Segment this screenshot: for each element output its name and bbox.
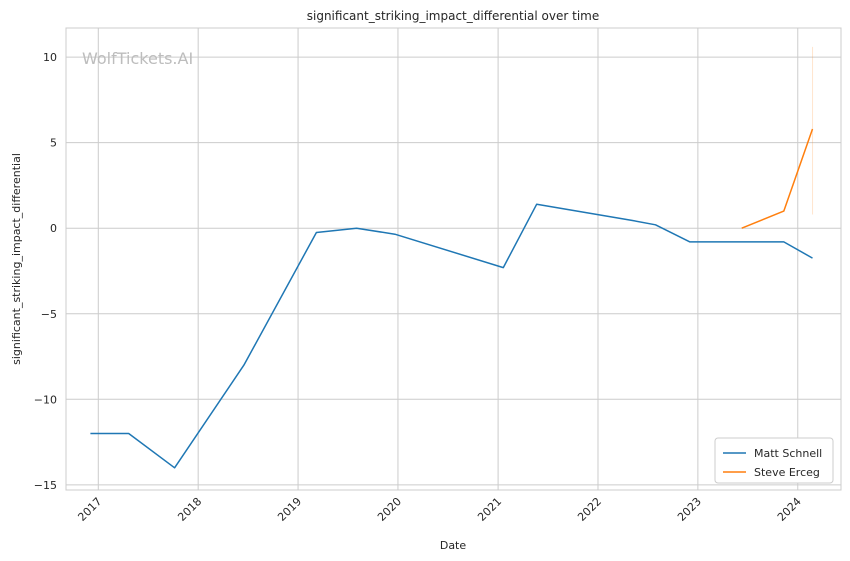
x-tick-label-2018: 2018 (175, 495, 204, 524)
series-lines (90, 128, 814, 469)
x-axis-title: Date (440, 539, 467, 552)
x-tick-label-2020: 2020 (375, 495, 404, 524)
plot-area (65, 27, 842, 491)
x-tick-labels: 2017 2018 2019 2020 2021 2022 2023 2024 (75, 495, 803, 524)
y-tick-label: 10 (43, 51, 57, 64)
x-tick-label-2019: 2019 (275, 495, 304, 524)
x-tick-label-2017: 2017 (75, 495, 104, 524)
x-tick-label-2022: 2022 (575, 495, 604, 524)
x-tick-label-2024: 2024 (775, 495, 804, 524)
x-tick-label-2023: 2023 (675, 495, 704, 524)
y-axis-title: significant_striking_impact_differential (10, 153, 23, 365)
x-gridlines (97, 28, 799, 490)
legend: Matt Schnell Steve Erceg (714, 437, 834, 484)
y-tick-label: 0 (50, 222, 57, 235)
y-tick-labels: 10 5 0 −5 −10 −15 (34, 51, 57, 492)
y-tick-label: −5 (41, 308, 57, 321)
series-line-steve-erceg (741, 128, 814, 229)
watermark: WolfTickets.AI (82, 49, 193, 68)
y-tick-label: −10 (34, 393, 57, 406)
x-tick-label-2021: 2021 (475, 495, 504, 524)
chart-title: significant_striking_impact_differential… (307, 9, 599, 23)
legend-label-steve-erceg: Steve Erceg (754, 466, 820, 479)
y-tick-label: 5 (50, 137, 57, 150)
y-gridlines (66, 56, 841, 486)
series-line-matt-schnell (90, 203, 813, 469)
legend-label-matt-schnell: Matt Schnell (754, 447, 822, 460)
y-tick-label: −15 (34, 479, 57, 492)
